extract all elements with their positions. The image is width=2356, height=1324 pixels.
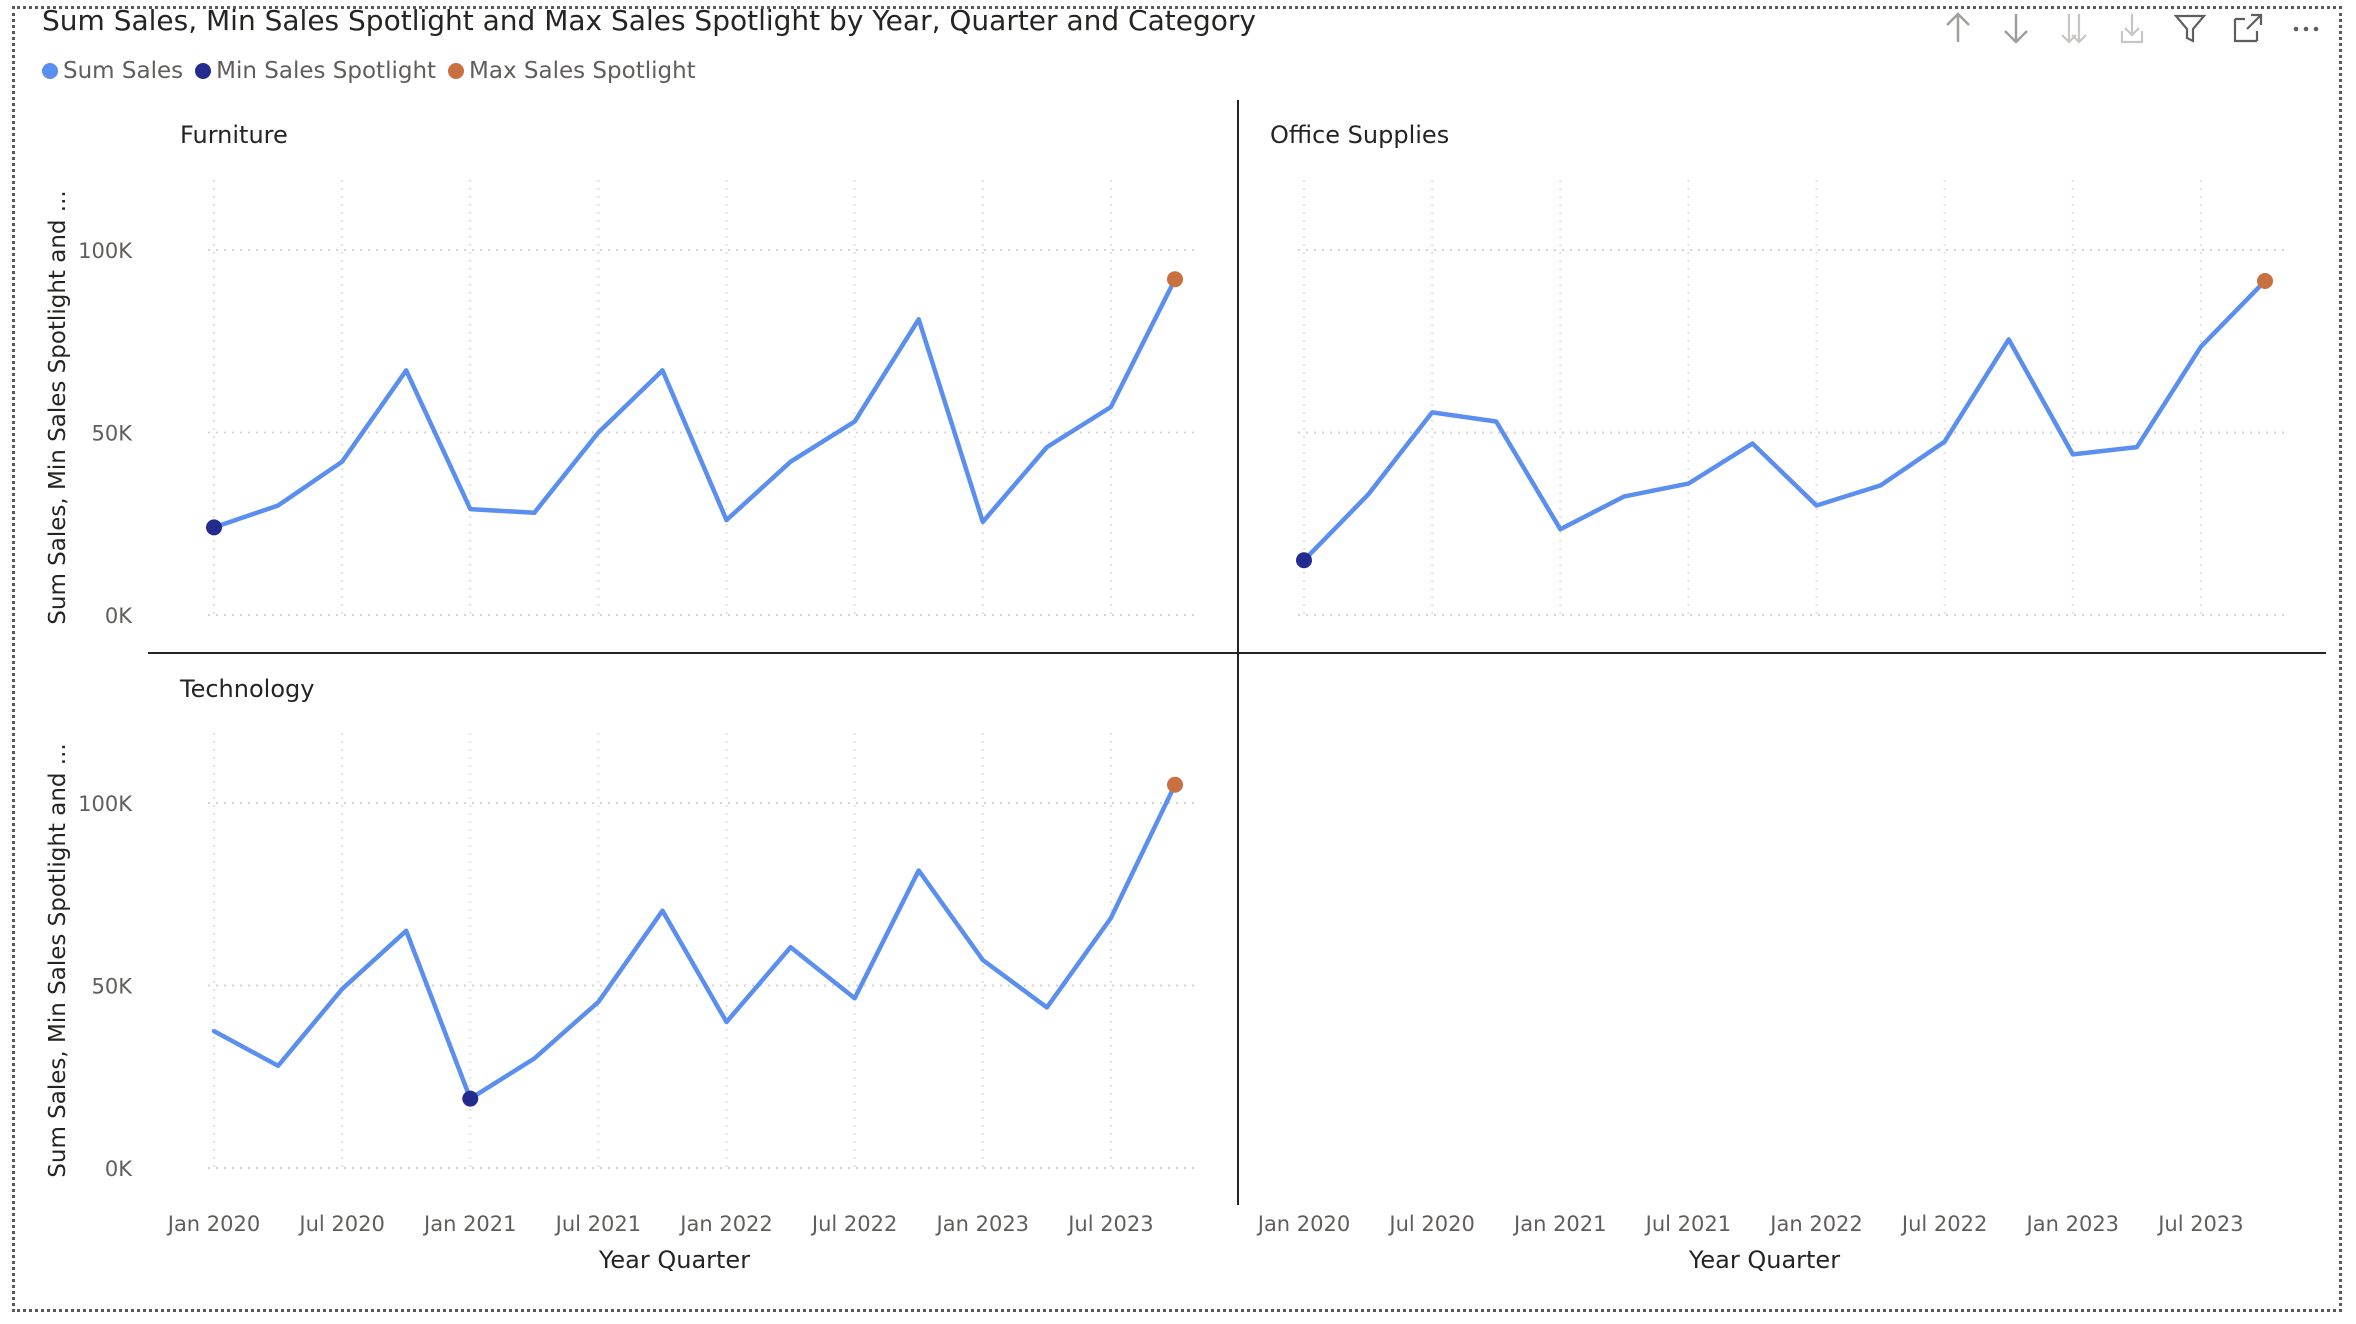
y-tick-label: 100K xyxy=(78,792,133,816)
expand-all-icon[interactable] xyxy=(2056,10,2092,46)
sum-sales-line xyxy=(1301,278,2268,563)
legend-item-max-sales-spotlight[interactable]: Max Sales Spotlight xyxy=(448,58,696,84)
max-sales-spotlight-point xyxy=(1167,271,1183,288)
legend-marker xyxy=(448,63,465,79)
visual-container xyxy=(12,6,2342,1312)
legend-item-min-sales-spotlight[interactable]: Min Sales Spotlight xyxy=(195,58,436,84)
x-tick-label: Jul 2020 xyxy=(297,1212,384,1236)
x-tick-label: Jul 2022 xyxy=(810,1212,897,1236)
y-tick-label: 100K xyxy=(78,239,133,263)
x-tick-label: Jul 2021 xyxy=(1644,1212,1731,1236)
min-sales-spotlight-point xyxy=(462,1090,479,1107)
expand-next-level-icon[interactable] xyxy=(2114,10,2150,46)
more-options-icon[interactable] xyxy=(2288,10,2324,46)
legend-label: Min Sales Spotlight xyxy=(216,58,437,84)
x-tick-label: Jul 2023 xyxy=(1066,1212,1153,1236)
y-tick-label: 50K xyxy=(92,422,134,446)
visual-header xyxy=(1940,10,2324,46)
panel-title-furniture: Furniture xyxy=(180,121,288,149)
y-tick-label: 50K xyxy=(92,975,134,999)
x-tick-label: Jan 2023 xyxy=(935,1212,1030,1236)
x-tick-label: Jul 2023 xyxy=(2156,1212,2243,1236)
min-sales-spotlight-point xyxy=(206,519,222,536)
legend-marker xyxy=(195,63,212,79)
legend-marker xyxy=(42,63,58,79)
x-tick-label: Jul 2021 xyxy=(554,1212,641,1236)
y-tick-label: 0K xyxy=(105,1157,133,1181)
drill-down-icon[interactable] xyxy=(1998,10,2034,46)
legend-label: Sum Sales xyxy=(63,58,184,84)
y-axis-title: Sum Sales, Min Sales Spotlight and ... xyxy=(45,190,71,624)
x-tick-label: Jan 2021 xyxy=(422,1212,517,1236)
filter-icon[interactable] xyxy=(2172,10,2208,46)
x-tick-label: Jul 2022 xyxy=(1900,1212,1987,1236)
max-sales-spotlight-point xyxy=(2257,273,2273,290)
x-axis-title: Year Quarter xyxy=(598,1246,750,1274)
focus-mode-icon[interactable] xyxy=(2230,10,2266,46)
x-tick-label: Jan 2020 xyxy=(166,1212,261,1236)
x-tick-label: Jan 2021 xyxy=(1512,1212,1607,1236)
max-sales-spotlight-point xyxy=(1167,776,1183,793)
legend-label: Max Sales Spotlight xyxy=(469,58,696,84)
y-tick-label: 0K xyxy=(105,604,133,628)
panel-title-technology: Technology xyxy=(179,675,314,703)
x-tick-label: Jul 2020 xyxy=(1387,1212,1474,1236)
legend-item-sum-sales[interactable]: Sum Sales xyxy=(42,58,183,84)
x-tick-label: Jan 2022 xyxy=(678,1212,773,1236)
y-axis-title: Sum Sales, Min Sales Spotlight and ... xyxy=(45,743,71,1177)
drill-up-icon[interactable] xyxy=(1940,10,1976,46)
x-tick-label: Jan 2022 xyxy=(1768,1212,1863,1236)
sum-sales-line xyxy=(211,782,1178,1101)
x-tick-label: Jan 2023 xyxy=(2025,1212,2120,1236)
x-axis-title: Year Quarter xyxy=(1688,1246,1840,1274)
min-sales-spotlight-point xyxy=(1296,552,1312,569)
legend: Sum Sales Min Sales Spotlight Max Sales … xyxy=(42,58,696,84)
sum-sales-line xyxy=(211,276,1178,530)
chart-title: Sum Sales, Min Sales Spotlight and Max S… xyxy=(42,4,1256,37)
x-tick-label: Jan 2020 xyxy=(1256,1212,1351,1236)
panel-title-office-supplies: Office Supplies xyxy=(1270,121,1449,149)
